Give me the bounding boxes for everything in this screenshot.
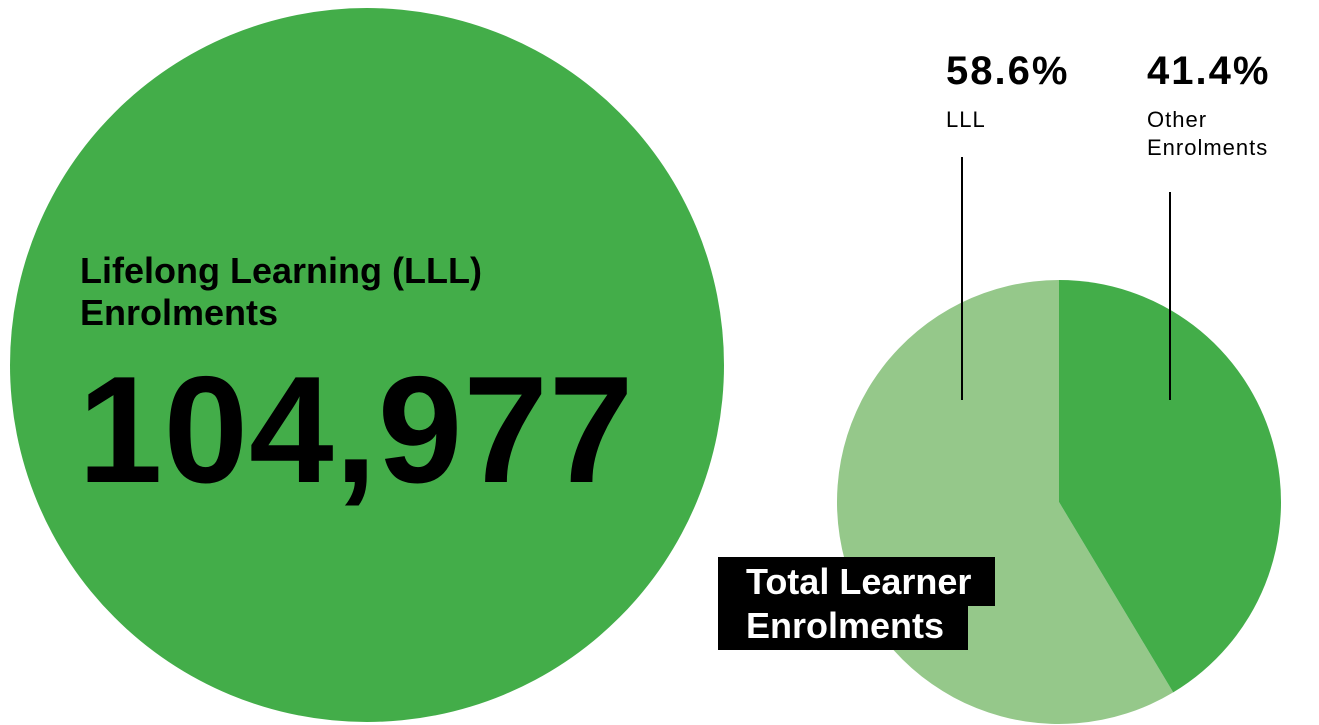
pie xyxy=(836,280,1281,725)
slice-value-label: 58.6% xyxy=(946,49,1070,93)
chart-title: Total Learner Enrolments xyxy=(718,557,1048,650)
pie-slice xyxy=(1059,280,1281,693)
stat-label: Lifelong Learning (LLL) Enrolments xyxy=(80,250,482,333)
big-circle xyxy=(10,8,724,722)
slice-category-label: LLL xyxy=(946,107,986,132)
slice-category-label: Other Enrolments xyxy=(1147,107,1269,160)
stat-number: 104,977 xyxy=(78,345,635,515)
slice-value-label: 41.4% xyxy=(1147,49,1271,93)
chart-title-text: Total Learner Enrolments xyxy=(718,557,996,650)
